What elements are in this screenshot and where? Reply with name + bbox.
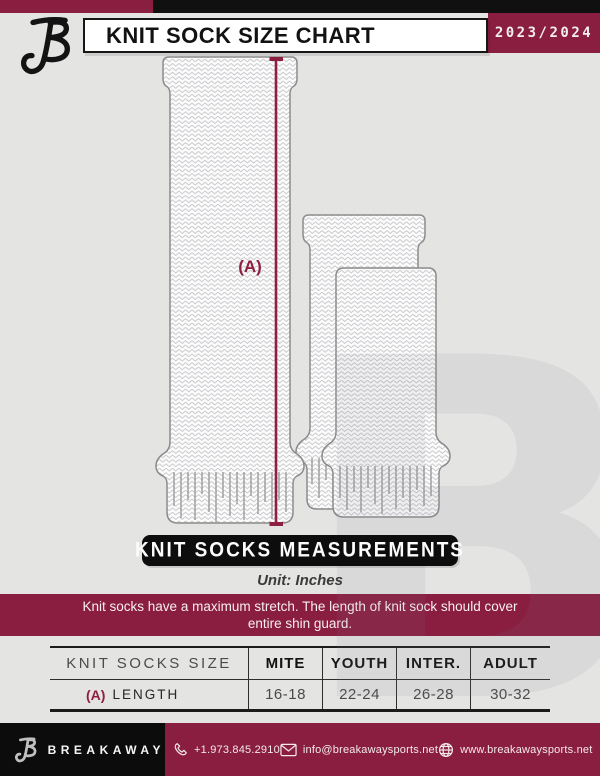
row-label: LENGTH [112, 687, 180, 702]
phone-icon [174, 743, 187, 756]
measurements-banner-label: KNIT SOCKS MEASUREMENTS [135, 538, 465, 562]
footer-website: www.breakawaysports.net [438, 742, 592, 758]
size-table: KNIT SOCKS SIZE MITE YOUTH INTER. ADULT … [50, 646, 550, 712]
row-label-cell: (A) LENGTH [50, 680, 248, 709]
footer-brand-block: BREAKAWAY [0, 723, 165, 776]
header-cell-mite: MITE [248, 648, 322, 679]
footer-brand-name: BREAKAWAY [47, 742, 165, 757]
stretch-note-line2: entire shin guard. [247, 616, 353, 631]
page-title: KNIT SOCK SIZE CHART [106, 22, 376, 48]
sock-small [321, 267, 451, 518]
header-cell-inter: INTER. [396, 648, 470, 679]
breakaway-logo-icon [18, 15, 78, 77]
season-badge: 2023/2024 [488, 13, 600, 53]
stretch-note-line1: Knit socks have a maximum stretch. The l… [82, 599, 518, 614]
row-key: (A) [86, 686, 106, 703]
footer-email: info@breakawaysports.net [280, 743, 438, 757]
page-title-bar: KNIT SOCK SIZE CHART [83, 18, 488, 53]
value-cell-mite: 16-18 [248, 680, 322, 709]
header-cell-youth: YOUTH [322, 648, 396, 679]
measurement-a-label: (A) [238, 257, 262, 276]
unit-label: Unit: Inches [257, 572, 343, 589]
footer-phone: +1.973.845.2910 [173, 742, 280, 757]
value-cell-youth: 22-24 [322, 680, 396, 709]
top-accent-bar [0, 0, 600, 13]
header-cell-size: KNIT SOCKS SIZE [66, 655, 232, 672]
footer-email-address: info@breakawaysports.net [302, 743, 439, 756]
globe-icon [439, 742, 454, 757]
season-label: 2023/2024 [494, 25, 594, 41]
footer-phone-number: +1.973.845.2910 [194, 743, 280, 756]
value-cell-inter: 26-28 [396, 680, 470, 709]
stretch-note-banner: Knit socks have a maximum stretch. The l… [0, 594, 600, 636]
sock-diagram: (A) [140, 54, 460, 537]
header-cell-adult: ADULT [470, 648, 550, 679]
top-accent-maroon [0, 0, 153, 13]
size-table-header-row: KNIT SOCKS SIZE MITE YOUTH INTER. ADULT [50, 648, 550, 680]
top-accent-black [153, 0, 600, 13]
measurement-line-a [269, 57, 283, 526]
size-table-length-row: (A) LENGTH 16-18 22-24 26-28 30-32 [50, 680, 550, 709]
footer-website-url: www.breakawaysports.net [460, 743, 593, 756]
measurements-banner: KNIT SOCKS MEASUREMENTS [135, 535, 463, 566]
mail-icon [280, 743, 297, 756]
value-cell-adult: 30-32 [470, 680, 550, 709]
footer-contact-block: +1.973.845.2910 info@breakawaysports.net [165, 723, 600, 776]
breakaway-footer-logo-icon [15, 736, 37, 762]
sock-large [155, 56, 305, 524]
footer: BREAKAWAY +1.973.845.2910 info@breakaway… [0, 723, 600, 776]
